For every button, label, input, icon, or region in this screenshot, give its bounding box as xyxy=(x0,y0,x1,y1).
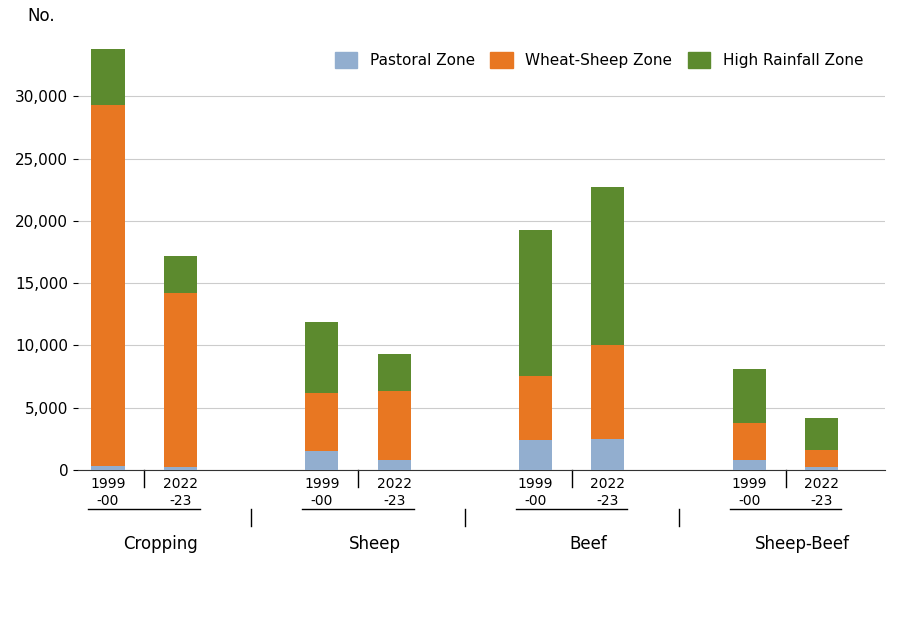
Bar xyxy=(305,451,338,470)
Bar xyxy=(377,354,410,391)
Bar xyxy=(806,468,838,470)
Bar xyxy=(164,293,197,468)
Bar xyxy=(591,439,625,470)
Bar xyxy=(92,105,124,466)
Bar xyxy=(806,418,838,450)
Bar xyxy=(591,346,625,439)
Bar xyxy=(305,392,338,451)
Bar xyxy=(92,49,124,105)
Bar xyxy=(519,440,553,470)
Bar xyxy=(164,256,197,293)
Bar xyxy=(591,188,625,346)
Text: Cropping: Cropping xyxy=(123,535,198,553)
Bar xyxy=(377,391,410,460)
Text: Sheep-Beef: Sheep-Beef xyxy=(755,535,850,553)
Text: Sheep: Sheep xyxy=(348,535,400,553)
Bar xyxy=(733,369,766,423)
Bar xyxy=(305,322,338,392)
Bar xyxy=(377,460,410,470)
Y-axis label: No.: No. xyxy=(28,8,55,26)
Text: Beef: Beef xyxy=(570,535,608,553)
Bar xyxy=(519,376,553,440)
Bar xyxy=(92,466,124,470)
Bar xyxy=(806,450,838,468)
Legend: Pastoral Zone, Wheat-Sheep Zone, High Rainfall Zone: Pastoral Zone, Wheat-Sheep Zone, High Ra… xyxy=(328,46,869,74)
Bar xyxy=(519,229,553,376)
Bar xyxy=(733,460,766,470)
Bar xyxy=(164,468,197,470)
Bar xyxy=(733,422,766,460)
